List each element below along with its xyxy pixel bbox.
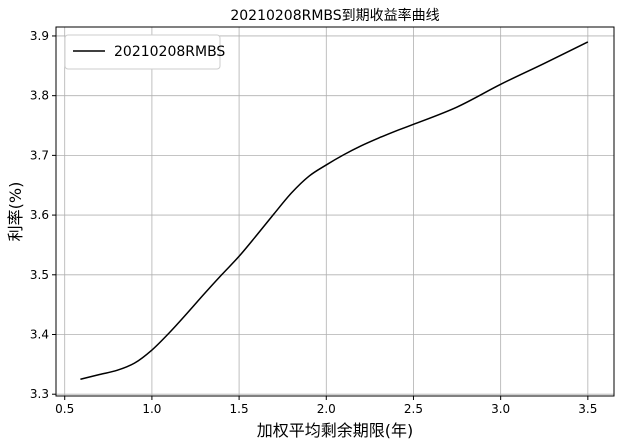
series-layer	[80, 41, 589, 381]
y-axis-label: 利率(%)	[6, 182, 25, 242]
x-tick-label: 3.0	[491, 402, 510, 416]
axis-ticks: 0.5 1.0 1.5 2.0 2.5 3.0 3.5 3.3 3.4 3.5 3.6 3.7 3.8 3…	[30, 29, 597, 416]
x-tick-label: 2.5	[404, 402, 423, 416]
x-tick-label: 1.0	[142, 402, 161, 416]
legend-box	[64, 34, 221, 70]
y-tick-label: 3.9	[30, 29, 49, 43]
y-tick-label: 3.7	[30, 148, 49, 162]
legend-label: 20210208RMBS	[114, 44, 225, 60]
chart-title: 20210208RMBS到期收益率曲线	[230, 7, 439, 24]
y-tick-label: 3.6	[30, 208, 49, 222]
plot-frame	[55, 26, 615, 397]
legend: 20210208RMBS	[64, 34, 225, 70]
x-tick-label: 0.5	[55, 402, 74, 416]
x-tick-label: 1.5	[230, 402, 249, 416]
y-tick-label: 3.4	[30, 328, 49, 342]
y-tick-label: 3.8	[30, 89, 49, 103]
y-tick-label: 3.3	[30, 387, 49, 401]
grid	[56, 27, 614, 396]
y-tick-label: 3.5	[30, 268, 49, 282]
series-line	[80, 41, 589, 381]
x-axis-label: 加权平均剩余期限(年)	[257, 421, 414, 440]
x-tick-label: 3.5	[578, 402, 597, 416]
x-tick-label: 2.0	[317, 402, 336, 416]
